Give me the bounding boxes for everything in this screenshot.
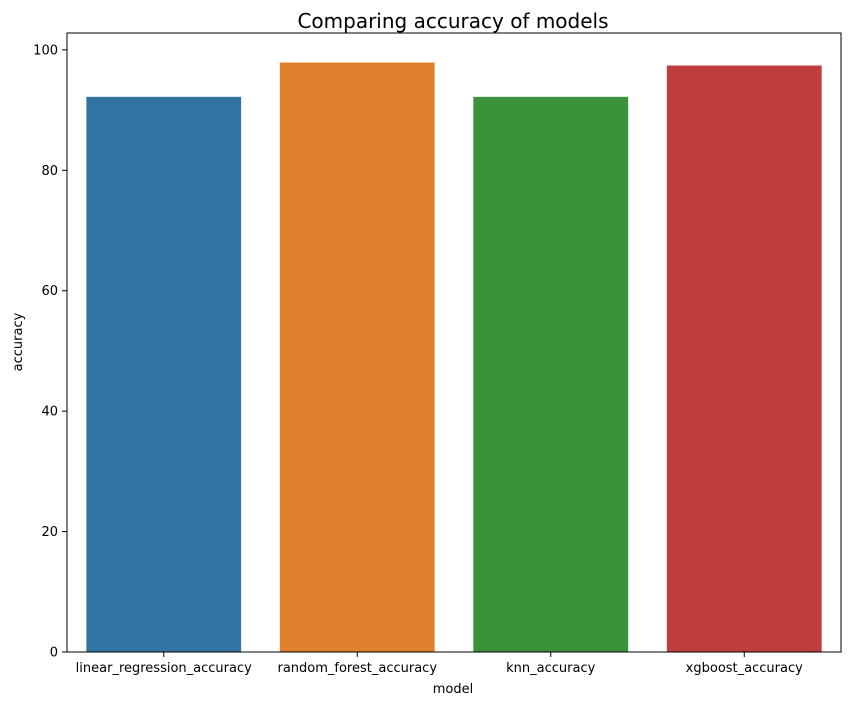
y-tick-label: 100 <box>33 43 58 58</box>
bar-knn-accuracy <box>473 96 629 652</box>
y-tick-label: 60 <box>41 284 58 299</box>
y-tick-label: 40 <box>41 405 58 420</box>
bar-xgboost-accuracy <box>666 65 822 652</box>
y-axis-label: accuracy <box>11 312 26 371</box>
y-axis: 0 20 40 60 80 100 <box>33 43 67 661</box>
x-tick-label: linear_regression_accuracy <box>76 661 252 676</box>
x-tick-label: xgboost_accuracy <box>686 661 803 676</box>
bar-random-forest-accuracy <box>279 62 435 652</box>
chart-title: Comparing accuracy of models <box>297 9 608 33</box>
x-axis: linear_regression_accuracy random_forest_… <box>76 652 803 676</box>
x-axis-label: model <box>433 682 473 697</box>
y-tick-label: 0 <box>50 646 58 661</box>
bar-linear-regression-accuracy <box>86 96 242 652</box>
bars-group <box>86 62 822 652</box>
x-tick-label: knn_accuracy <box>506 661 595 676</box>
plot-frame <box>66 32 842 653</box>
y-tick-label: 80 <box>41 164 58 179</box>
y-tick-label: 20 <box>41 525 58 540</box>
x-tick-label: random_forest_accuracy <box>277 661 437 676</box>
